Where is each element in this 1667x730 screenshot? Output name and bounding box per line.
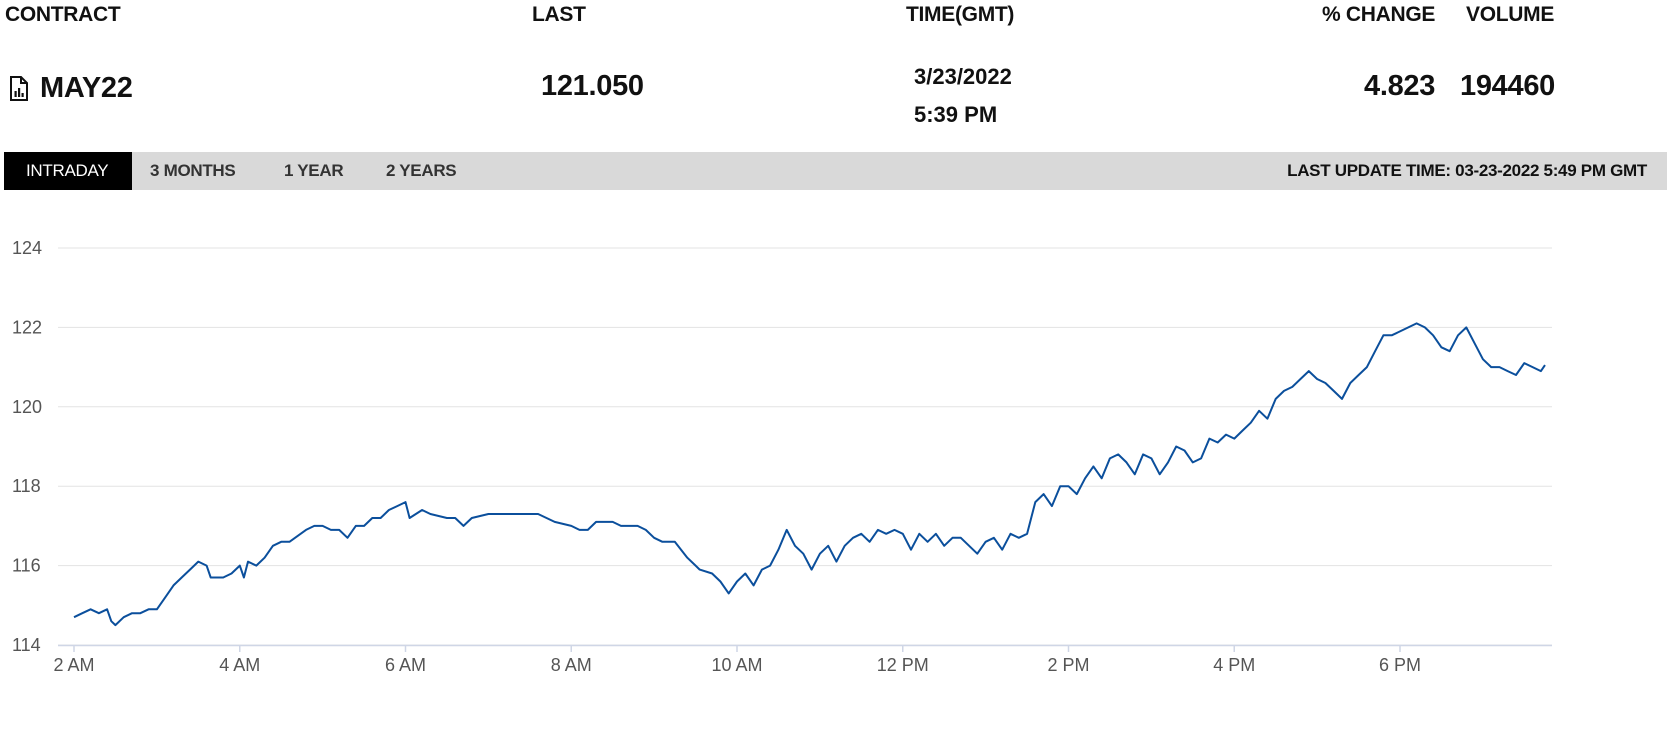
y-tick-label: 120 [12, 397, 42, 417]
price-chart-svg: 114 116 118 120 122 124 2 AM 4 AM 6 AM 8 AM 10 AM 1… [12, 238, 1552, 675]
x-tick-label: 4 PM [1213, 655, 1255, 675]
quote-header: CONTRACT LAST TIME(GMT) % CHANGE VOLUME … [0, 0, 1667, 140]
x-tick-label: 2 PM [1047, 655, 1089, 675]
tab-intraday[interactable]: INTRADAY [4, 152, 133, 190]
volume-value: 194460 [1460, 70, 1555, 102]
y-tick-label: 114 [12, 635, 41, 655]
y-tick-label: 124 [12, 238, 42, 258]
x-tick-label: 8 AM [551, 655, 592, 675]
y-tick-label: 118 [12, 476, 41, 496]
tab-2-years[interactable]: 2 YEARS [386, 161, 457, 180]
x-tick-label: 6 PM [1379, 655, 1421, 675]
price-chart: 114 116 118 120 122 124 2 AM 4 AM 6 AM 8 AM 10 AM 1… [0, 195, 1667, 725]
grid-layer [58, 247, 1552, 646]
y-tick-label: 116 [12, 556, 41, 576]
last-update-time: LAST UPDATE TIME: 03-23-2022 5:49 PM GMT [1287, 161, 1647, 180]
price-series-line [73, 322, 1546, 627]
contract-cell[interactable]: MAY22 [8, 72, 133, 105]
contract-column-header: CONTRACT [5, 3, 121, 26]
quote-date: 3/23/2022 [914, 64, 1012, 89]
time-column-header: TIME(GMT) [906, 3, 1015, 26]
x-tick-label: 12 PM [877, 655, 929, 675]
axis-layer: 114 116 118 120 122 124 2 AM 4 AM 6 AM 8 AM 10 AM 1… [12, 238, 1552, 675]
last-column-header: LAST [532, 3, 586, 26]
tab-3-months[interactable]: 3 MONTHS [150, 161, 236, 180]
contract-value[interactable]: MAY22 [40, 72, 133, 104]
range-tab-bar: INTRADAY 3 MONTHS 1 YEAR 2 YEARS LAST UP… [4, 152, 1667, 190]
last-price: 121.050 [541, 70, 644, 102]
quote-time: 5:39 PM [914, 102, 998, 127]
volume-column-header: VOLUME [1466, 3, 1555, 26]
tab-1-year[interactable]: 1 YEAR [284, 161, 344, 180]
x-tick-label: 10 AM [711, 655, 762, 675]
document-chart-icon[interactable] [8, 75, 30, 102]
x-tick-label: 2 AM [53, 655, 94, 675]
x-tick-label: 4 AM [219, 655, 260, 675]
x-tick-label: 6 AM [385, 655, 426, 675]
line-layer [73, 322, 1546, 627]
y-tick-label: 122 [12, 317, 42, 337]
change-column-header: % CHANGE [1322, 3, 1436, 26]
percent-change: 4.823 [1364, 70, 1436, 102]
